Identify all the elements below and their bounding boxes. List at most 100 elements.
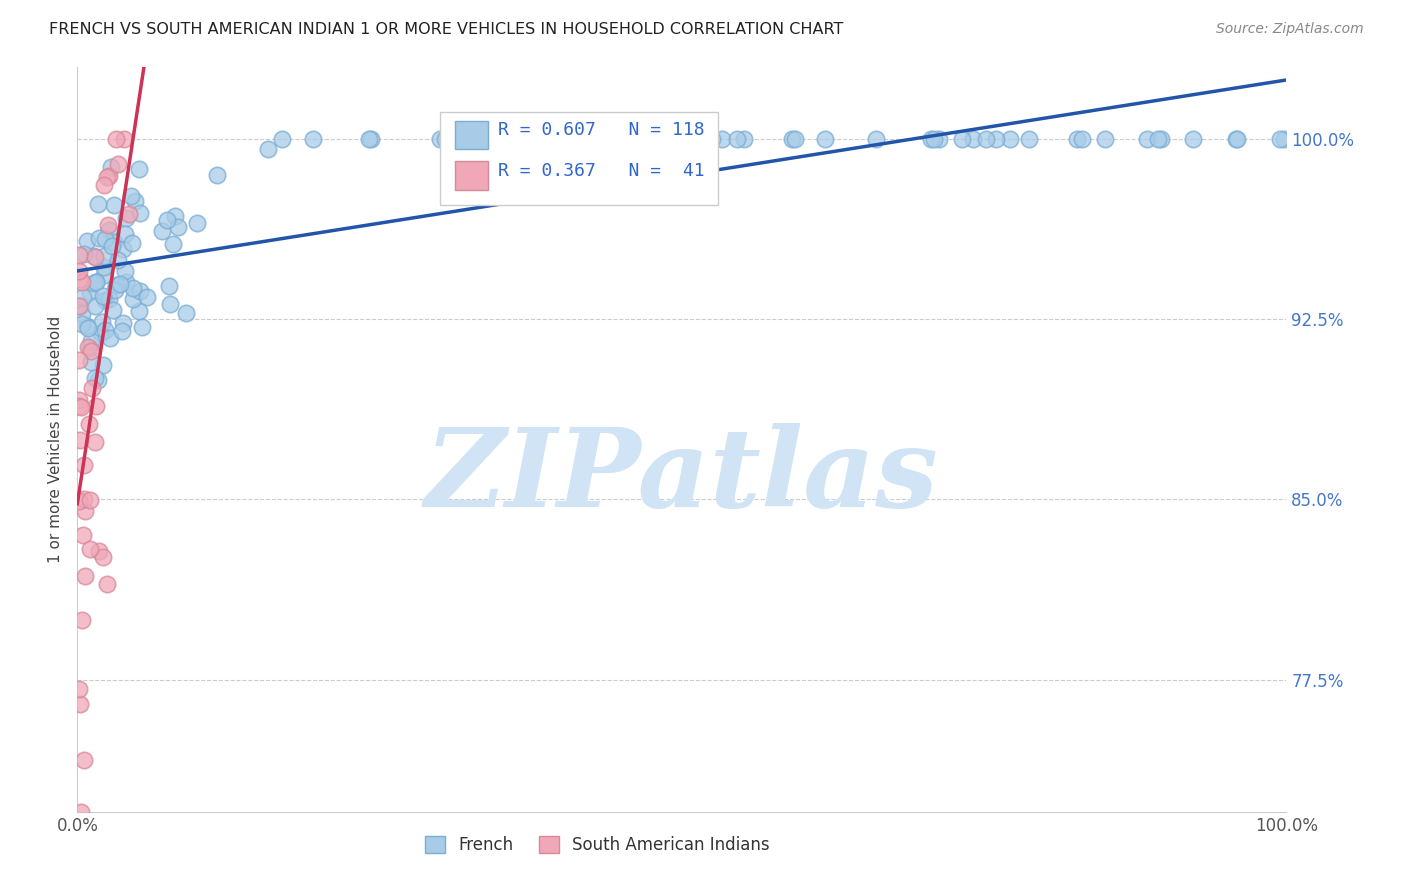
Point	[114, 263, 136, 277]
Point	[780, 132, 803, 146]
Point	[73, 504, 96, 518]
Text: R = 0.607   N = 118: R = 0.607 N = 118	[498, 121, 704, 139]
Point	[711, 132, 734, 146]
Point	[96, 576, 118, 591]
Point	[67, 681, 90, 696]
Point	[1150, 132, 1173, 146]
Point	[167, 220, 190, 235]
Point	[1182, 132, 1205, 146]
Point	[111, 316, 134, 330]
Point	[571, 132, 593, 146]
Point	[76, 320, 98, 334]
Point	[91, 358, 114, 372]
Point	[1066, 132, 1088, 146]
Point	[120, 188, 142, 202]
Point	[93, 249, 115, 263]
Point	[108, 277, 131, 292]
Point	[359, 132, 381, 146]
Point	[67, 399, 90, 413]
Text: FRENCH VS SOUTH AMERICAN INDIAN 1 OR MORE VEHICLES IN HOUSEHOLD CORRELATION CHAR: FRENCH VS SOUTH AMERICAN INDIAN 1 OR MOR…	[49, 22, 844, 37]
Point	[98, 169, 121, 183]
Point	[998, 132, 1021, 146]
Text: ZIPatlas: ZIPatlas	[425, 423, 939, 531]
Point	[121, 281, 143, 295]
Point	[156, 212, 179, 227]
Point	[80, 334, 103, 348]
Point	[429, 132, 451, 146]
Point	[67, 299, 90, 313]
Point	[1226, 132, 1249, 146]
Point	[69, 299, 91, 313]
Point	[79, 542, 101, 557]
Point	[87, 230, 110, 244]
Point	[93, 178, 115, 192]
Point	[271, 132, 294, 146]
Point	[950, 132, 973, 146]
Point	[104, 132, 127, 146]
Point	[84, 435, 107, 450]
Point	[93, 289, 115, 303]
Point	[76, 318, 98, 333]
Point	[70, 805, 93, 819]
Y-axis label: 1 or more Vehicles in Household: 1 or more Vehicles in Household	[48, 316, 63, 563]
Point	[1272, 132, 1295, 146]
Point	[67, 264, 90, 278]
Point	[73, 458, 96, 472]
Point	[79, 343, 101, 358]
Point	[67, 493, 90, 508]
Point	[83, 249, 105, 263]
Point	[984, 132, 1007, 146]
Point	[69, 433, 91, 447]
Point	[112, 132, 135, 146]
Point	[103, 198, 125, 212]
Point	[540, 132, 562, 146]
Point	[433, 132, 456, 146]
Point	[725, 132, 748, 146]
Point	[83, 276, 105, 290]
Point	[70, 400, 93, 414]
Point	[129, 206, 152, 220]
Point	[630, 132, 652, 146]
Point	[1018, 132, 1040, 146]
Point	[75, 569, 97, 583]
FancyBboxPatch shape	[454, 161, 488, 190]
Point	[1070, 132, 1092, 146]
Point	[112, 242, 135, 256]
Point	[93, 260, 115, 275]
Point	[962, 132, 984, 146]
Point	[1268, 132, 1291, 146]
Point	[121, 235, 143, 250]
Point	[533, 132, 555, 146]
Point	[163, 209, 186, 223]
Point	[67, 248, 90, 262]
Point	[103, 235, 125, 249]
Point	[79, 285, 101, 299]
Point	[73, 753, 96, 767]
Text: Source: ZipAtlas.com: Source: ZipAtlas.com	[1216, 22, 1364, 37]
Point	[592, 132, 614, 146]
Point	[84, 299, 107, 313]
Point	[69, 272, 91, 286]
Point	[115, 275, 138, 289]
Point	[700, 132, 723, 146]
Point	[124, 194, 146, 208]
Point	[101, 239, 124, 253]
Point	[67, 392, 90, 407]
Point	[83, 370, 105, 384]
Point	[484, 132, 506, 146]
Point	[72, 275, 94, 289]
Point	[94, 232, 117, 246]
Point	[865, 132, 887, 146]
Point	[814, 132, 837, 146]
Point	[922, 132, 945, 146]
Point	[70, 307, 93, 321]
Point	[93, 268, 115, 283]
Point	[568, 132, 591, 146]
Point	[174, 305, 197, 319]
Point	[360, 132, 382, 146]
Point	[90, 314, 112, 328]
FancyBboxPatch shape	[454, 120, 488, 149]
Point	[114, 227, 136, 242]
Point	[159, 297, 181, 311]
Point	[77, 417, 100, 431]
